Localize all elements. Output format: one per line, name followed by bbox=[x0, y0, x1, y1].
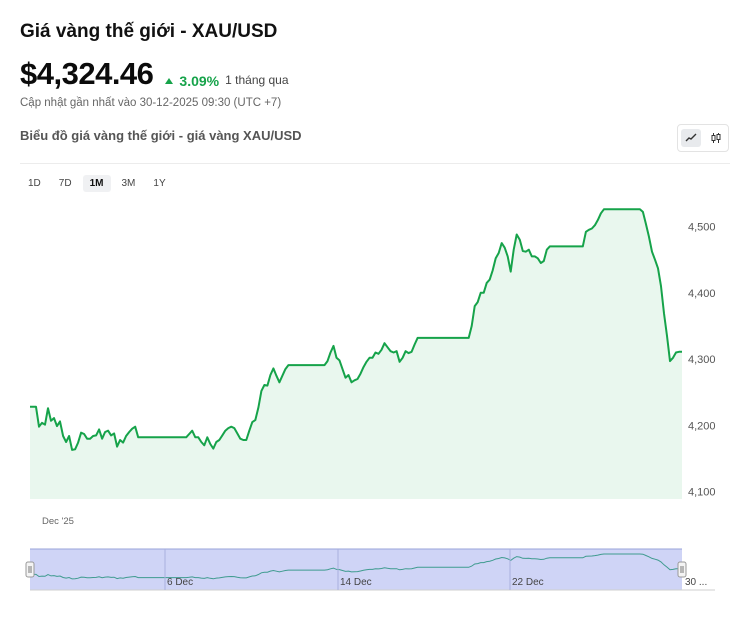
chart-subtitle: Biểu đồ giá vàng thế giới - giá vàng XAU… bbox=[20, 128, 302, 143]
navigator-selection[interactable] bbox=[30, 549, 682, 590]
divider bbox=[20, 163, 730, 164]
line-chart-icon[interactable] bbox=[680, 129, 701, 147]
y-tick-label: 4,400 bbox=[688, 288, 716, 300]
x-tick-label: Dec '25 bbox=[42, 516, 74, 527]
chart-type-toggle bbox=[677, 124, 729, 152]
navigator-date-label: 30 ... bbox=[685, 577, 707, 588]
navigator-series bbox=[30, 553, 682, 580]
navigator-handle-left[interactable] bbox=[25, 561, 35, 578]
range-1m[interactable]: 1M bbox=[82, 175, 111, 192]
range-selector: 1D 7D 1M 3M 1Y bbox=[21, 175, 173, 192]
y-tick-label: 4,500 bbox=[688, 222, 716, 234]
current-price: $4,324.46 bbox=[20, 56, 154, 91]
range-1d[interactable]: 1D bbox=[28, 178, 41, 189]
price-change: 3.09% bbox=[165, 73, 219, 89]
navigator-date-label: 22 Dec bbox=[512, 577, 544, 588]
y-tick-label: 4,300 bbox=[688, 354, 716, 366]
range-3m[interactable]: 3M bbox=[121, 178, 136, 189]
y-tick-label: 4,200 bbox=[688, 420, 716, 432]
change-percent: 3.09% bbox=[179, 73, 220, 89]
price-row: $4,324.46 3.09% 1 tháng qua bbox=[20, 56, 289, 92]
candlestick-icon[interactable] bbox=[706, 129, 726, 147]
change-period: 1 tháng qua bbox=[225, 73, 289, 87]
price-area bbox=[30, 209, 682, 500]
y-tick-label: 4,100 bbox=[688, 487, 716, 499]
price-line bbox=[30, 208, 682, 451]
navigator-date-label: 6 Dec bbox=[167, 577, 193, 588]
page-title: Giá vàng thế giới - XAU/USD bbox=[20, 21, 278, 42]
navigator-handle-right[interactable] bbox=[677, 561, 687, 578]
navigator-date-label: 14 Dec bbox=[340, 577, 372, 588]
range-7d[interactable]: 7D bbox=[58, 178, 72, 189]
range-1y[interactable]: 1Y bbox=[153, 178, 166, 189]
triangle-up-icon bbox=[165, 78, 174, 84]
last-updated: Cập nhật gần nhất vào 30-12-2025 09:30 (… bbox=[20, 97, 282, 109]
